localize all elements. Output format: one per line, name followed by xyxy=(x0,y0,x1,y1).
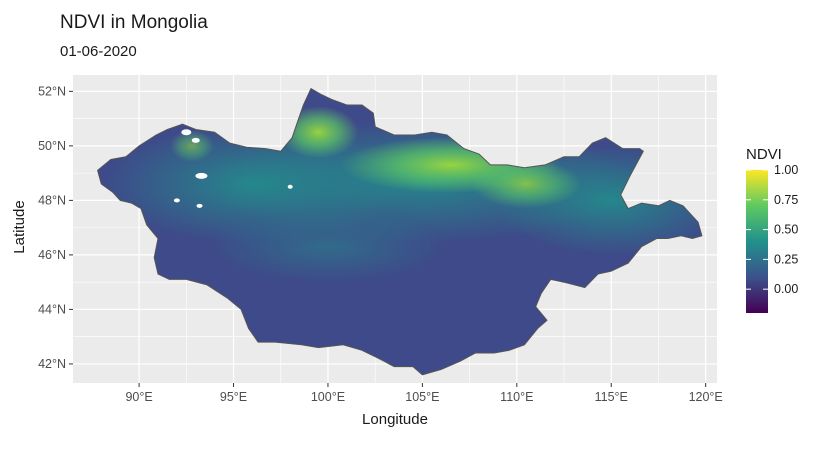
ndvi-patch-green xyxy=(169,129,214,162)
y-tick-label: 48°N xyxy=(38,193,66,207)
ndvi-patch-green xyxy=(471,160,582,209)
y-axis-ticks: 42°N 44°N 46°N 48°N 50°N 52°N xyxy=(38,84,73,371)
legend-tick-label: 0.50 xyxy=(774,223,798,237)
legend-tick-label: 0.00 xyxy=(774,282,798,296)
lake-nodata xyxy=(196,203,203,208)
y-tick-label: 46°N xyxy=(38,248,66,262)
x-tick-label: 115°E xyxy=(595,390,628,404)
legend-tick-label: 1.00 xyxy=(774,163,798,177)
x-axis-ticks: 90°E 95°E 100°E 105°E 110°E 115°E 120°E xyxy=(125,383,723,404)
x-tick-label: 90°E xyxy=(125,390,152,404)
mongolia-border xyxy=(97,87,703,376)
lake-nodata xyxy=(195,172,208,179)
lake-nodata xyxy=(287,184,293,189)
chart-subtitle: 01-06-2020 xyxy=(60,43,137,60)
lake-nodata xyxy=(191,137,200,143)
x-tick-label: 110°E xyxy=(500,390,533,404)
legend-ticks: 1.00 0.75 0.50 0.25 0.00 xyxy=(746,163,798,296)
x-tick-label: 105°E xyxy=(405,390,439,404)
ndvi-patch-teal xyxy=(207,210,448,283)
lake-nodata xyxy=(181,129,192,136)
legend-tick-label: 0.25 xyxy=(774,252,798,266)
chart-title: NDVI in Mongolia xyxy=(60,12,208,33)
y-axis-title: Latitude xyxy=(11,200,28,253)
ndvi-legend: NDVI 1.00 0.75 0.50 0.25 0.00 xyxy=(746,146,798,313)
x-axis-title: Longitude xyxy=(362,411,428,428)
y-tick-label: 50°N xyxy=(38,139,66,153)
legend-title: NDVI xyxy=(746,146,782,163)
legend-colorbar xyxy=(746,170,768,313)
x-tick-label: 100°E xyxy=(311,390,345,404)
y-tick-label: 52°N xyxy=(38,84,66,98)
x-tick-label: 95°E xyxy=(220,390,247,404)
y-tick-label: 44°N xyxy=(38,302,66,316)
x-tick-label: 120°E xyxy=(689,390,723,404)
lake-nodata xyxy=(173,198,180,203)
y-tick-label: 42°N xyxy=(38,357,66,371)
legend-tick-label: 0.75 xyxy=(774,193,798,207)
